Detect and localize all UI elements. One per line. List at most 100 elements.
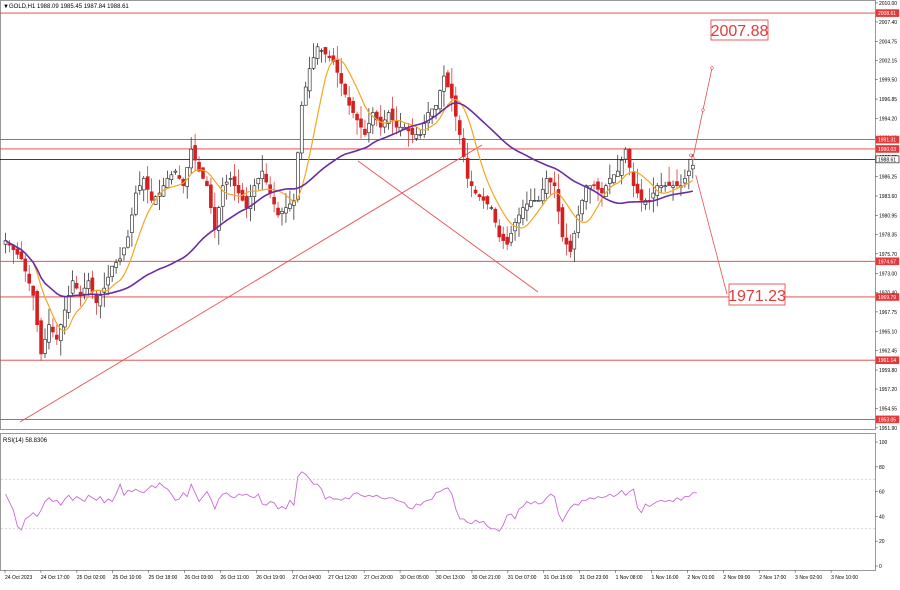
candle-body: [224, 181, 229, 185]
candle: [651, 177, 656, 213]
candle: [540, 177, 545, 206]
candle: [469, 170, 474, 198]
candle: [426, 101, 430, 131]
candle: [457, 115, 462, 145]
price-tick-label: 1986.25: [879, 175, 897, 181]
candle: [576, 205, 581, 239]
time-tick-label: 24 Oct 2023: [5, 575, 32, 581]
candle-body: [442, 75, 446, 92]
candle: [315, 43, 320, 65]
candle-body: [461, 138, 466, 157]
price-tick-label: 2010.00: [879, 1, 897, 7]
candle-body: [201, 167, 205, 179]
candle-body: [608, 178, 612, 184]
candle-body: [138, 185, 142, 191]
candle-body: [446, 72, 450, 88]
candle: [438, 89, 442, 114]
candle: [311, 43, 316, 70]
candle: [525, 191, 529, 222]
candle-body: [58, 324, 63, 341]
candle: [193, 133, 197, 171]
candle-body: [627, 149, 632, 168]
time-tick-label: 26 Oct 03:00: [185, 575, 214, 581]
candle: [189, 137, 193, 174]
candle-body: [90, 277, 95, 293]
candle: [256, 177, 261, 190]
candle: [51, 318, 55, 338]
price-tick-label: 1978.35: [879, 232, 897, 238]
header-marker: ▼: [3, 4, 9, 10]
candle: [355, 111, 359, 135]
price-tick-label: 1967.75: [879, 310, 897, 316]
rsi-line: [5, 471, 697, 532]
candle-body: [39, 320, 43, 355]
candle-body: [355, 113, 359, 121]
candle-body: [27, 273, 32, 284]
candle: [608, 164, 612, 195]
candle-body: [248, 196, 253, 209]
price-tick-label: 1962.45: [879, 349, 897, 355]
level-tag: 1961.14: [875, 356, 900, 364]
candle: [141, 175, 146, 202]
candle: [70, 270, 75, 296]
candle: [434, 105, 438, 120]
candle-body: [228, 178, 233, 180]
candle: [323, 46, 328, 63]
candle: [55, 322, 59, 345]
candle-body: [23, 258, 28, 272]
candle-body: [256, 178, 261, 185]
candle-body: [529, 200, 533, 207]
candle: [390, 96, 395, 135]
candle: [430, 108, 434, 125]
candle-body: [315, 46, 320, 59]
candle-body: [615, 170, 620, 177]
rsi-tick-label: 0: [879, 564, 882, 570]
candle: [295, 151, 300, 203]
candle: [114, 259, 118, 274]
candle-body: [596, 181, 600, 190]
candle: [359, 106, 363, 139]
candle-body: [631, 171, 636, 187]
candle-body: [209, 184, 213, 208]
candle-body: [177, 175, 182, 179]
candle-body: [311, 57, 316, 69]
candle: [509, 225, 513, 247]
candle-body: [481, 196, 486, 201]
time-tick-label: 2 Nov 09:00: [723, 575, 750, 581]
level-tag-label: 1969.79: [878, 295, 896, 301]
time-tick-label: 30 Oct 13:00: [436, 575, 465, 581]
candle-body: [47, 324, 51, 343]
candle: [15, 242, 20, 259]
candle: [367, 108, 371, 143]
candle-body: [236, 185, 241, 194]
candle-body: [272, 196, 276, 205]
candle: [442, 65, 446, 107]
level-tag-label: 1990.03: [878, 147, 896, 153]
level-tag-label: 2008.61: [878, 11, 896, 17]
candle: [110, 265, 114, 282]
rsi-panel: 100 80 60 40 20 0: [1, 440, 888, 570]
candle: [532, 188, 537, 202]
candle: [580, 198, 585, 222]
candle-body: [659, 185, 664, 188]
candle-body: [66, 295, 71, 313]
candle: [446, 70, 450, 88]
candle: [35, 289, 39, 332]
candle: [201, 166, 205, 180]
candle-body: [303, 86, 308, 106]
candle-body: [556, 189, 561, 212]
candle-body: [572, 232, 577, 250]
candle: [122, 247, 126, 261]
candle-body: [15, 248, 20, 255]
candle-body: [55, 334, 59, 340]
candle-body: [683, 178, 687, 184]
time-tick-label: 30 Oct 05:00: [400, 575, 429, 581]
time-tick-label: 30 Oct 21:00: [472, 575, 501, 581]
candle-body: [568, 240, 573, 252]
candle: [138, 171, 142, 195]
level-tag: 1988.61: [875, 155, 900, 163]
candle: [228, 171, 233, 187]
candle: [130, 207, 134, 247]
moving-averages: [5, 58, 694, 332]
